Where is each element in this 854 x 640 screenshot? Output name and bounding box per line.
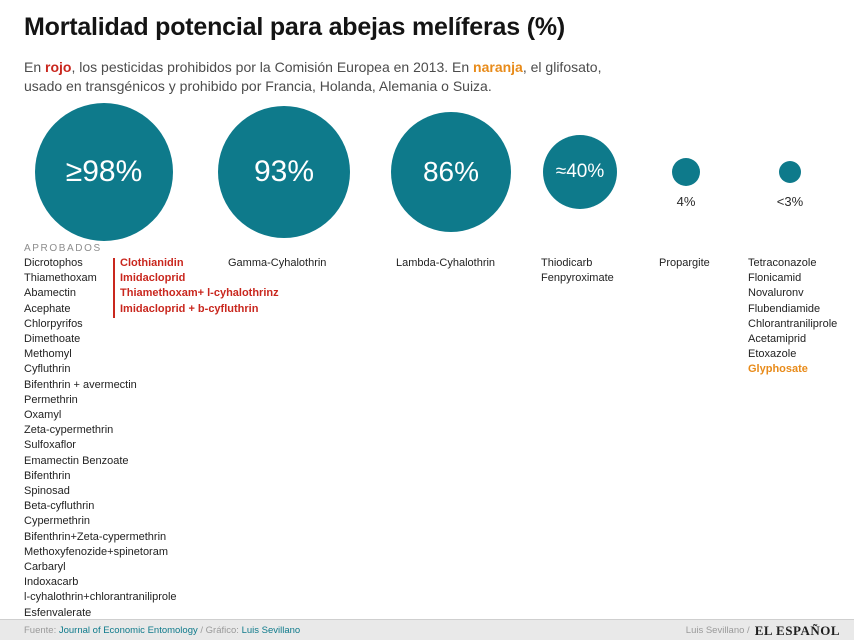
pesticide-item: Novaluronv [748,287,804,300]
pesticide-item: Fenpyroximate [541,272,614,285]
subtitle-text-2: , los pesticidas prohibidos por la Comis… [71,59,474,75]
footer-source: Fuente: Journal of Economic Entomology /… [24,625,300,636]
pesticide-item: Flubendiamide [748,302,821,315]
pesticide-item: Carbaryl [24,561,66,574]
pesticide-item-banned: Clothianidin [120,257,184,269]
pesticide-item: Methomyl [24,348,72,361]
subtitle-text-4: usado en transgénicos y prohibido por Fr… [24,78,492,94]
list-approved-98: Dicrotophos Thiamethoxam Abamectin Acephate… [24,256,177,621]
page-title: Mortalidad potencial para abejas melífer… [24,13,565,41]
bubble-98: ≥98% [35,103,173,241]
footer-author: Luis Sevillano / [685,625,750,636]
list-4: Propargite [659,256,710,271]
pesticide-item: Methoxyfenozide+spinetoram [24,545,168,558]
pesticide-item: Tetraconazole [748,257,817,269]
red-divider [113,258,115,318]
bubble-98-label: ≥98% [65,155,143,188]
pesticide-item: Sulfoxaflor [24,439,76,452]
pesticide-item: Chlorantraniliprole [748,317,838,330]
bubble-3 [779,161,801,183]
pesticide-item-banned: Thiamethoxam+ l-cyhalothrinz [120,287,279,300]
bubble-40: ≈40% [543,135,617,209]
bubble-3-label: <3% [776,194,804,209]
brand-logo: EL ESPAÑOL [754,622,840,638]
pesticide-item: Permethrin [24,393,78,406]
subtitle-orange-word: naranja [473,59,523,75]
list-86: Lambda-Cyhalothrin [396,256,495,271]
credit-name: Luis Sevillano [241,625,301,636]
pesticide-item: Oxamyl [24,409,62,422]
pesticide-item-banned: Imidacloprid [120,272,186,285]
pesticide-item: Indoxacarb [24,576,79,589]
pesticide-item: Acephate [24,302,71,315]
pesticide-item: Zeta-cypermethrin [24,424,114,437]
footer-credit: Luis Sevillano / EL ESPAÑOL [686,620,840,640]
pesticide-item: Etoxazole [748,348,797,361]
pesticide-item: Bifenthrin [24,469,71,482]
bubble-4-label: 4% [676,194,696,209]
pesticide-item: Dimethoate [24,333,81,346]
pesticide-item: l-cyhalothrin+chlorantraniliprole [24,591,177,604]
list-40: Thiodicarb Fenpyroximate [541,256,614,286]
subtitle-red-word: rojo [45,59,72,75]
pesticide-item: Thiamethoxam [24,272,97,285]
pesticide-item: Abamectin [24,287,76,300]
subtitle: En rojo, los pesticidas prohibidos por l… [24,58,664,96]
subtitle-text-1: En [24,59,46,75]
pesticide-item: Chlorpyrifos [24,317,83,330]
subtitle-text-3: , el glifosato, [522,59,602,75]
bubble-86: 86% [391,112,511,232]
bubble-4 [672,158,700,186]
source-label: Fuente: [24,625,59,636]
pesticide-item: Cypermethrin [24,515,91,528]
pesticide-item-banned: Imidacloprid + b-cyfluthrin [120,302,259,315]
pesticide-item: Esfenvalerate [24,606,92,619]
pesticide-item: Spinosad [24,485,70,498]
bubble-86-label: 86% [422,156,480,187]
bubble-93-label: 93% [253,155,315,188]
pesticide-item: Lambda-Cyhalothrin [396,257,496,269]
pesticide-item: Cyfluthrin [24,363,71,376]
credit-label: / Gráfico: [197,625,242,636]
bubble-93: 93% [218,106,350,238]
pesticide-item: Thiodicarb [541,257,593,269]
pesticide-item: Glyphosate [748,363,808,376]
pesticide-item: Bifenthrin + avermectin [24,378,137,391]
pesticide-item: Dicrotophos [24,257,83,269]
list-3: Tetraconazole Flonicamid Novaluronv Flubend… [748,256,837,378]
list-93: Gamma-Cyhalothrin [228,256,326,271]
pesticide-item: Flonicamid [748,272,802,285]
pesticide-item: Bifenthrin+Zeta-cypermethrin [24,530,167,543]
pesticide-item: Propargite [659,257,710,269]
footer: Fuente: Journal of Economic Entomology /… [0,619,854,640]
list-banned-98: Clothianidin Imidacloprid Thiamethoxam+ l-… [120,256,279,317]
pesticide-item: Acetamiprid [748,333,807,346]
source-name: Journal of Economic Entomology [58,625,198,636]
pesticide-item: Emamectin Benzoate [24,454,129,467]
pesticide-item: Beta-cyfluthrin [24,500,95,513]
pesticide-item: Gamma-Cyhalothrin [228,257,327,269]
bubble-40-label: ≈40% [555,161,605,182]
approved-section-label: APROBADOS [24,243,102,254]
